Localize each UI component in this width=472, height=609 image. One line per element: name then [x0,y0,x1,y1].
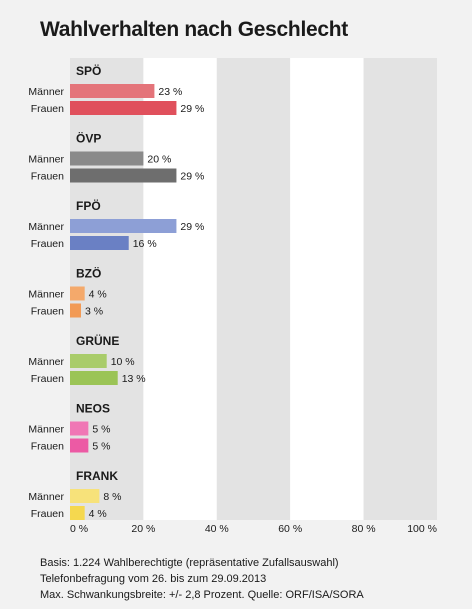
gender-label: Männer [28,356,64,368]
x-tick-label: 40 % [205,523,229,535]
grid-band [290,58,364,520]
data-label: 8 % [103,491,121,503]
grid-band [363,58,437,520]
bar [70,371,118,385]
data-label: 20 % [147,154,171,166]
data-label: 4 % [89,508,107,520]
x-tick-label: 0 % [70,523,88,535]
grid-band [216,58,291,520]
data-label: 16 % [133,238,157,250]
data-label: 5 % [92,424,110,436]
bar [70,168,177,183]
gender-label: Frauen [31,306,64,318]
x-tick-label: 60 % [278,523,302,535]
party-label: BZÖ [76,266,101,281]
data-label: 13 % [122,373,146,385]
party-label: FPÖ [76,198,101,213]
data-label: 29 % [180,221,204,233]
data-label: 23 % [158,86,182,98]
gender-label: Frauen [31,441,64,453]
gender-label: Frauen [31,238,64,250]
party-label: ÖVP [76,131,101,146]
gender-label: Frauen [31,103,64,115]
party-label: GRÜNE [76,333,119,348]
gender-label: Männer [28,221,64,233]
bar [70,438,89,453]
gender-label: Frauen [31,373,64,385]
footnote-source: Max. Schwankungsbreite: +/- 2,8 Prozent.… [40,589,364,601]
gender-label: Männer [28,289,64,301]
party-label: NEOS [76,402,110,416]
footnote-basis: Basis: 1.224 Wahlberechtigte (repräsenta… [40,557,339,569]
bar [70,151,144,166]
bar [70,303,82,318]
data-label: 4 % [89,289,107,301]
bar [70,489,100,503]
gender-label: Männer [28,154,64,166]
gender-label: Frauen [31,508,64,520]
gender-label: Frauen [31,171,64,183]
data-label: 3 % [85,306,103,318]
chart-title: Wahlverhalten nach Geschlecht [40,18,348,41]
bar [70,506,85,520]
gender-label: Männer [28,86,64,98]
gender-label: Männer [28,424,64,436]
data-label: 5 % [92,441,110,453]
bar [70,286,85,301]
bar [70,236,129,250]
bar [70,101,177,115]
party-label: SPÖ [76,63,101,78]
bar [70,84,155,98]
data-label: 29 % [180,103,204,115]
bar [70,354,107,368]
party-label: FRANK [76,469,118,483]
x-tick-label: 80 % [352,523,376,535]
grid-band [143,58,217,520]
gender-label: Männer [28,491,64,503]
data-label: 10 % [111,356,135,368]
data-label: 29 % [180,171,204,183]
bar [70,219,177,233]
x-tick-label: 100 % [407,523,437,535]
footnote-survey-date: Telefonbefragung vom 26. bis zum 29.09.2… [40,573,267,585]
footnote: Basis: 1.224 Wahlberechtigte (repräsenta… [40,555,364,603]
bar [70,421,89,436]
x-tick-label: 20 % [131,523,155,535]
